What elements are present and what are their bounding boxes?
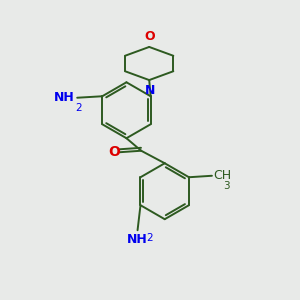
Text: NH: NH	[54, 91, 75, 104]
Text: N: N	[145, 84, 155, 97]
Text: O: O	[144, 30, 154, 44]
Text: NH: NH	[127, 233, 148, 246]
Text: 2: 2	[146, 233, 152, 243]
Text: CH: CH	[213, 169, 232, 182]
Text: 2: 2	[75, 103, 82, 113]
Text: 3: 3	[223, 181, 230, 191]
Text: O: O	[109, 145, 121, 159]
